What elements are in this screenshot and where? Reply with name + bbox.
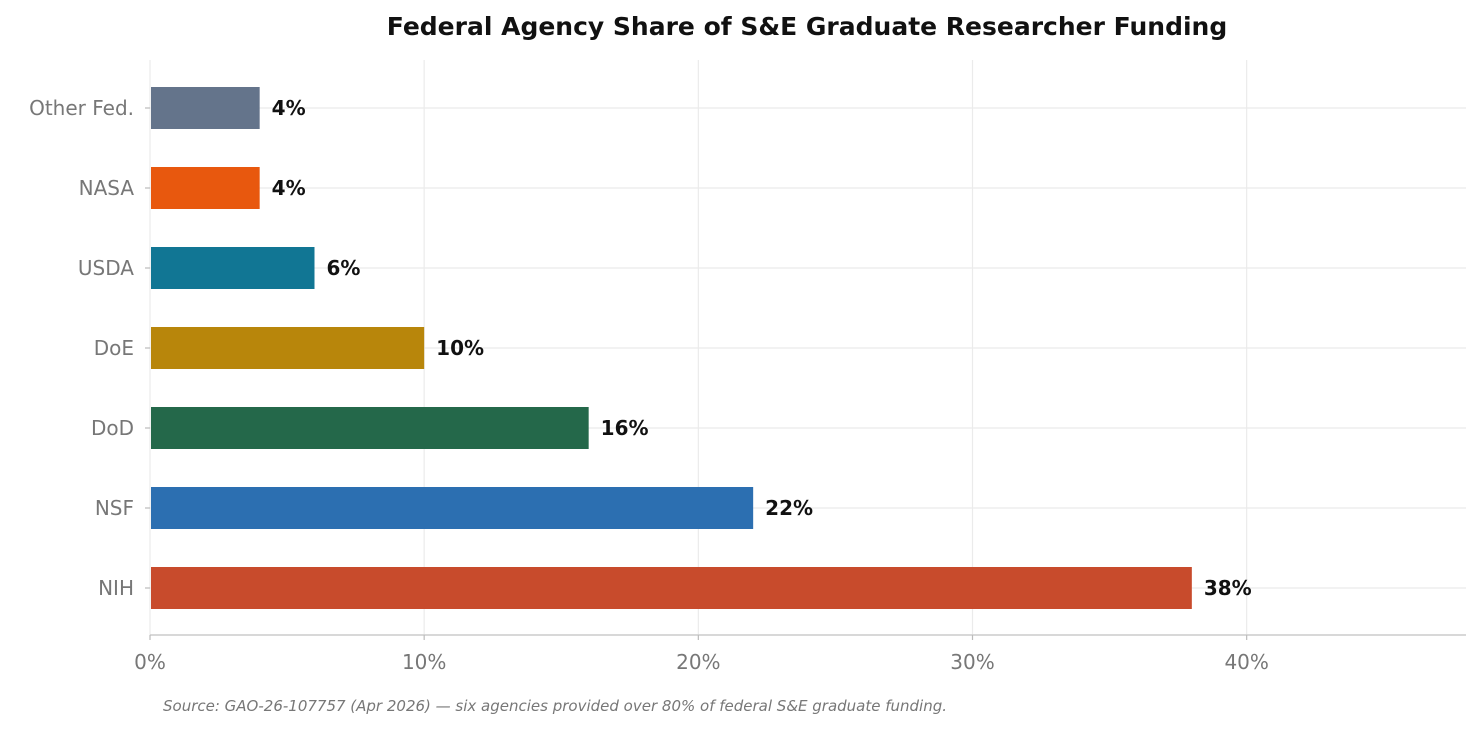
- data-label: 22%: [765, 496, 813, 520]
- y-tick-label: Other Fed.: [29, 96, 134, 120]
- y-tick-label: DoD: [91, 416, 134, 440]
- x-tick-label: 30%: [950, 650, 994, 674]
- y-tick-label: USDA: [78, 256, 134, 280]
- data-label: 4%: [272, 176, 306, 200]
- data-label: 16%: [601, 416, 649, 440]
- axes-layer: [145, 107, 1466, 640]
- bar: [151, 247, 315, 289]
- source-note: Source: GAO-26-107757 (Apr 2026) — six a…: [163, 697, 947, 715]
- x-tick-label: 40%: [1224, 650, 1268, 674]
- x-tick-label: 0%: [134, 650, 166, 674]
- bar: [151, 407, 589, 449]
- bar: [151, 167, 260, 209]
- chart-title: Federal Agency Share of S&E Graduate Res…: [387, 12, 1228, 41]
- y-tick-label: NASA: [79, 176, 135, 200]
- bar: [151, 487, 754, 529]
- y-tick-label: NIH: [98, 576, 134, 600]
- bar: [151, 327, 425, 369]
- x-tick-label: 10%: [402, 650, 446, 674]
- data-label: 4%: [272, 96, 306, 120]
- y-tick-label: DoE: [94, 336, 134, 360]
- x-tick-label: 20%: [676, 650, 720, 674]
- data-label: 10%: [436, 336, 484, 360]
- bar: [151, 567, 1192, 609]
- data-label: 6%: [327, 256, 361, 280]
- bar: [151, 87, 260, 129]
- data-label: 38%: [1204, 576, 1252, 600]
- bars-layer: [151, 87, 1192, 609]
- labels-layer: 38% NIH 22% NSF 16% DoD 10% DoE 6% USDA 4% NASA 4% Ot…: [29, 96, 1269, 674]
- y-tick-label: NSF: [95, 496, 134, 520]
